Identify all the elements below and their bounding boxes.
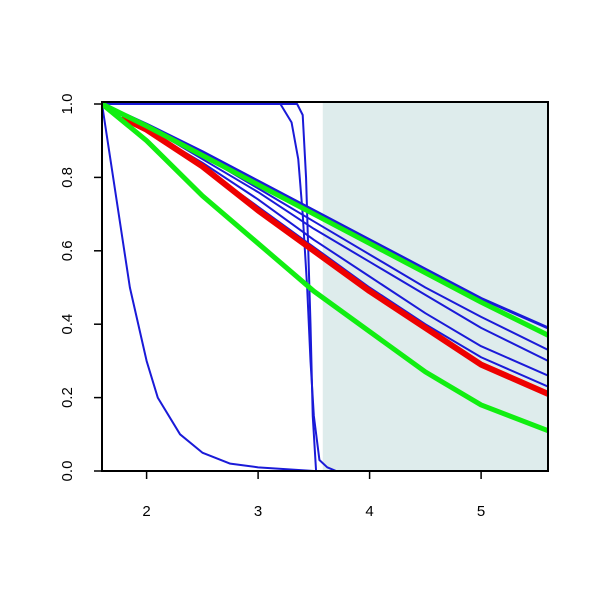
line-series (102, 103, 548, 471)
x-tick-label: 4 (365, 503, 373, 520)
x-tick-label: 5 (477, 503, 485, 520)
plot-frame (101, 101, 549, 472)
axes: 2 3 4 5 0.0 0.2 0.4 0.6 0.8 1.0 (59, 94, 549, 520)
y-tick-label: 0.0 (59, 461, 76, 482)
line-series (102, 102, 548, 434)
line-series (102, 103, 548, 471)
y-tick-label: 0.6 (59, 240, 76, 261)
y-tick-label: 0.8 (59, 167, 76, 188)
line-series (102, 103, 548, 471)
line-series (102, 102, 548, 338)
line-series (121, 115, 548, 397)
y-tick-label: 0.4 (59, 314, 76, 335)
plot-area (102, 102, 548, 471)
x-tick-label: 2 (142, 503, 150, 520)
x-tick-label: 3 (254, 503, 262, 520)
y-tick-label: 1.0 (59, 94, 76, 115)
y-tick-label: 0.2 (59, 387, 76, 408)
